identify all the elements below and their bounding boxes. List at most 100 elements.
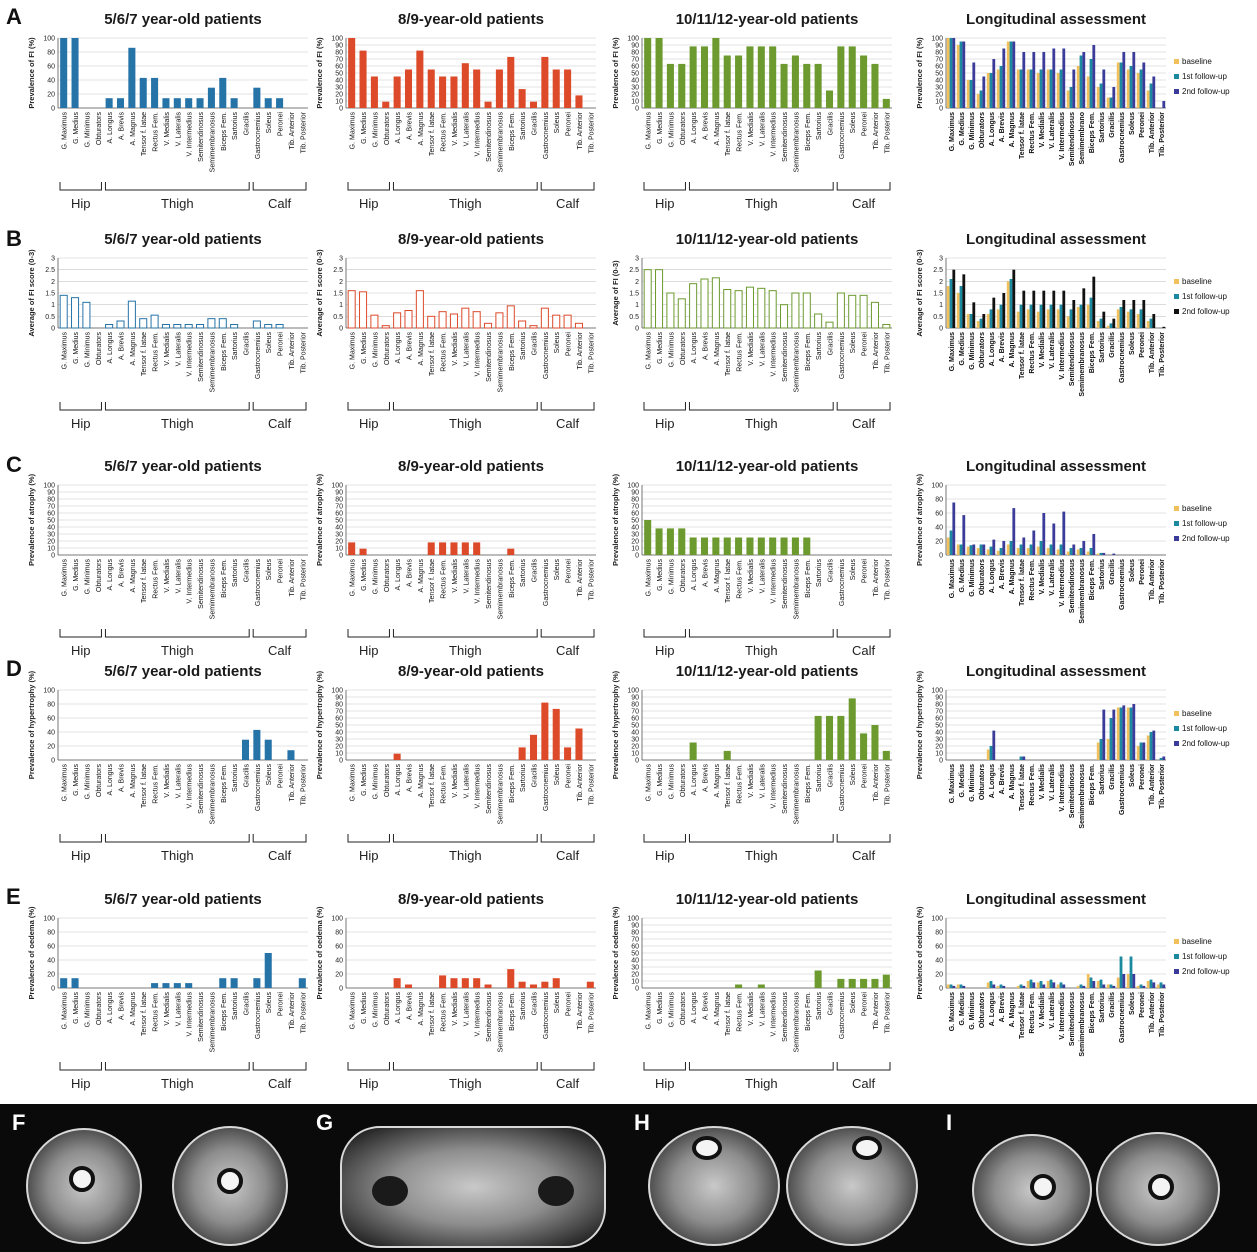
- x-tick-label: V. Intermedius: [1059, 992, 1066, 1040]
- x-tick-label: Gastrocnemius: [1119, 764, 1126, 815]
- bar: [982, 314, 986, 328]
- y-axis-label: Prevalence of hypertrophy (%): [611, 670, 620, 779]
- panel-letter-f: F: [12, 1110, 26, 1135]
- legend-swatch: [1174, 89, 1179, 94]
- group-label: Thigh: [745, 848, 778, 863]
- x-tick-label: A. Longus: [691, 112, 698, 144]
- x-tick-label: A. Brevis: [703, 764, 710, 793]
- x-tick-label: V. Medialis: [164, 112, 171, 146]
- x-tick-label: A. Brevis: [407, 992, 414, 1021]
- x-tick-label: Gracilis: [828, 332, 835, 356]
- x-tick-label: G. Maximus: [949, 992, 956, 1031]
- bar: [1032, 530, 1036, 555]
- y-tick-label: 0: [635, 553, 639, 560]
- group-label: Thigh: [449, 416, 482, 431]
- thigh-scan-right-2: [1096, 1132, 1220, 1246]
- group-label: Thigh: [449, 848, 482, 863]
- x-tick-label: Tensor f. latae: [141, 764, 148, 808]
- group-label: Hip: [71, 1076, 91, 1091]
- x-tick-label: A. Longus: [989, 112, 996, 146]
- bar: [996, 69, 1000, 108]
- x-tick-label: Semitendinosus: [198, 332, 205, 382]
- group-label: Calf: [556, 196, 580, 211]
- x-tick-label: V. Intermedius: [187, 559, 194, 604]
- x-tick-label: Sartorius: [520, 112, 527, 141]
- bar: [1059, 982, 1063, 988]
- legend-label: 1st follow-up: [1182, 724, 1227, 733]
- bar: [837, 46, 845, 108]
- legend-swatch: [1174, 741, 1179, 746]
- bar: [746, 537, 754, 555]
- group-label: Calf: [852, 848, 876, 863]
- y-tick-label: 3: [339, 256, 343, 263]
- x-tick-label: G. Medius: [959, 992, 966, 1026]
- x-tick-label: Tensor f. latae: [429, 764, 436, 808]
- bar: [1079, 304, 1083, 328]
- x-tick-label: G. Medius: [73, 992, 80, 1024]
- x-tick-label: V. Intermedius: [771, 332, 778, 377]
- x-tick-label: A. Magnus: [1009, 112, 1016, 147]
- y-tick-label: 80: [631, 50, 639, 57]
- bar: [723, 537, 731, 555]
- x-tick-label: Semimembranosus: [793, 764, 800, 825]
- bar: [655, 269, 664, 329]
- bar: [1072, 300, 1076, 328]
- bar: [1022, 537, 1026, 555]
- y-tick-label: 20: [935, 92, 943, 99]
- bar: [427, 69, 435, 108]
- bar: [723, 289, 732, 329]
- bar: [949, 279, 953, 328]
- x-tick-label: G. Minimus: [372, 992, 379, 1028]
- bar: [184, 324, 193, 329]
- bar: [992, 297, 996, 328]
- bar: [1106, 325, 1110, 328]
- bar: [976, 548, 980, 555]
- y-axis-label: Prevalence of atrophy (%): [915, 473, 924, 566]
- x-tick-label: A. Magnus: [418, 332, 425, 366]
- bar: [1099, 552, 1103, 555]
- x-tick-label: A. Longus: [395, 992, 402, 1024]
- bar: [348, 38, 356, 108]
- bar: [564, 69, 572, 108]
- bar: [207, 87, 215, 108]
- x-tick-label: Obturators: [680, 559, 687, 593]
- bar: [1056, 309, 1060, 328]
- bar: [173, 98, 181, 108]
- y-tick-label: 30: [631, 965, 639, 972]
- bar: [1076, 66, 1080, 108]
- bar: [746, 46, 754, 108]
- x-tick-label: A. Longus: [395, 764, 402, 796]
- y-tick-label: 70: [631, 709, 639, 716]
- bar: [689, 46, 697, 108]
- bar: [347, 290, 356, 329]
- bar: [802, 292, 811, 329]
- y-tick-label: 90: [47, 490, 55, 497]
- x-tick-label: Soleus: [554, 112, 561, 134]
- group-label: Calf: [852, 643, 876, 658]
- chart-grid: 5/6/7 year-old patients Prevalence of FI …: [27, 11, 1230, 1091]
- x-tick-label: Tib. Posterior: [300, 763, 307, 805]
- group-label: Hip: [655, 1076, 675, 1091]
- group-bracket: [643, 629, 686, 638]
- bar: [1019, 304, 1023, 328]
- bar: [298, 978, 306, 988]
- bar: [986, 314, 990, 328]
- group-bracket: [104, 1062, 250, 1071]
- y-tick-label: 90: [631, 43, 639, 50]
- bar: [1022, 985, 1026, 988]
- x-tick-label: Peronei: [1139, 559, 1146, 585]
- x-tick-label: Tib. Posterior: [884, 111, 891, 153]
- bar: [982, 544, 986, 555]
- x-tick-label: Semitendinosus: [1069, 332, 1076, 386]
- bar: [982, 76, 986, 108]
- chart-title: Longitudinal assessment: [966, 458, 1146, 475]
- x-tick-label: Tensor f. latae: [141, 559, 148, 603]
- group-label: Calf: [268, 416, 292, 431]
- bar: [381, 325, 390, 329]
- bar: [563, 314, 572, 329]
- y-axis-label: Prevalence of hypertrophy (%): [915, 670, 924, 779]
- x-tick-label: Semitendinosus: [782, 992, 789, 1042]
- x-tick-label: Biceps Fem.: [509, 112, 516, 151]
- legend-label: baseline: [1182, 937, 1212, 946]
- y-tick-label: 3: [51, 256, 55, 263]
